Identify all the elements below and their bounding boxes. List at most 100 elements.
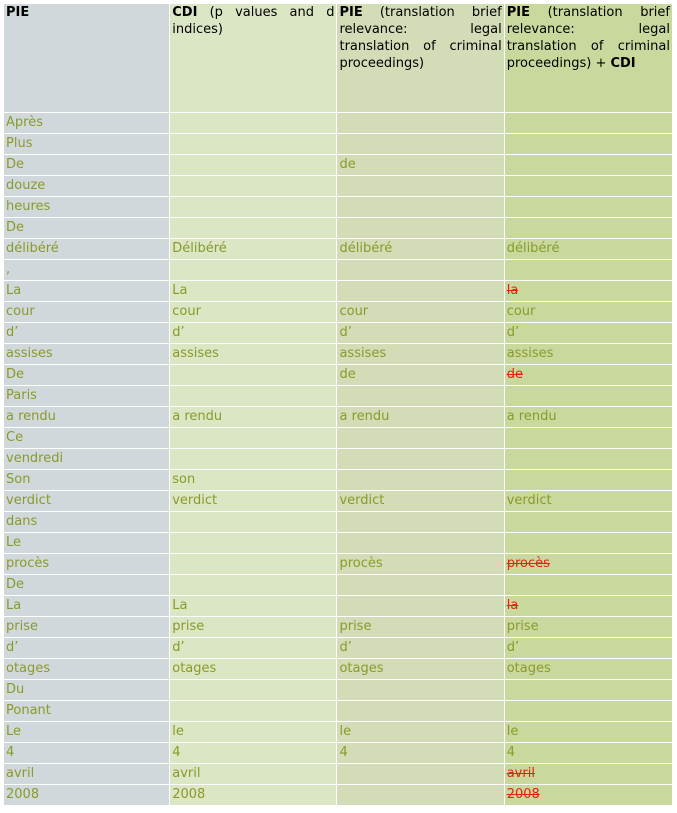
cell-pie-brief: assises xyxy=(337,344,504,364)
table-row: dans xyxy=(4,512,672,532)
cell-pie-brief xyxy=(337,218,504,238)
header-pie-brief-cdi-bold2: CDI xyxy=(610,56,636,71)
header-pie-brief-bold: PIE xyxy=(339,5,363,20)
table-row: De de de xyxy=(4,365,672,385)
comparison-table-wrapper: PIE CDI (p values and d indices) PIE (tr… xyxy=(3,3,673,806)
cell-pie-brief-cdi xyxy=(504,218,672,238)
table-row: Paris xyxy=(4,386,672,406)
cell-pie-brief-cdi: 4 xyxy=(504,743,672,763)
cell-pie-brief: d’ xyxy=(337,638,504,658)
cell-pie: La xyxy=(4,596,170,616)
cell-cdi xyxy=(170,554,337,574)
table-row: Ponant xyxy=(4,701,672,721)
cell-pie: De xyxy=(4,365,170,385)
table-row: Plus xyxy=(4,134,672,154)
cell-pie-brief-cdi xyxy=(504,701,672,721)
table-row: d’ d’ d’ d’ xyxy=(4,638,672,658)
cell-pie-brief-cdi: a rendu xyxy=(504,407,672,427)
struck-word: la xyxy=(506,283,519,298)
cell-pie: otages xyxy=(4,659,170,679)
table-row: Le le le le xyxy=(4,722,672,742)
cell-pie: Ce xyxy=(4,428,170,448)
struck-word: procès xyxy=(506,556,550,571)
cell-pie: 2008 xyxy=(4,785,170,805)
cell-pie-brief-cdi: d’ xyxy=(504,638,672,658)
table-row: prise prise prise prise xyxy=(4,617,672,637)
cell-pie-brief: 4 xyxy=(337,743,504,763)
cell-pie-brief-cdi: otages xyxy=(504,659,672,679)
cell-pie: vendredi xyxy=(4,449,170,469)
cell-pie-brief xyxy=(337,428,504,448)
cell-pie-brief-cdi xyxy=(504,533,672,553)
cell-cdi: d’ xyxy=(170,323,337,343)
cell-pie: avril xyxy=(4,764,170,784)
cell-pie: délibéré xyxy=(4,239,170,259)
cell-pie: 4 xyxy=(4,743,170,763)
header-pie-bold: PIE xyxy=(6,5,30,20)
cell-pie-brief-cdi xyxy=(504,575,672,595)
table-row: De xyxy=(4,575,672,595)
cell-pie-brief xyxy=(337,449,504,469)
cell-cdi: 4 xyxy=(170,743,337,763)
cell-pie-brief: otages xyxy=(337,659,504,679)
cell-pie-brief-cdi xyxy=(504,155,672,175)
cell-pie: Son xyxy=(4,470,170,490)
table-row: Après xyxy=(4,113,672,133)
table-row: Ce xyxy=(4,428,672,448)
cell-pie-brief xyxy=(337,596,504,616)
cell-pie-brief xyxy=(337,575,504,595)
cell-pie-brief xyxy=(337,680,504,700)
table-row: verdict verdict verdict verdict xyxy=(4,491,672,511)
cell-pie-brief-cdi: de xyxy=(504,365,672,385)
table-body: Après Plus De de douze heures De délibéré Délibé… xyxy=(4,113,672,805)
cell-pie-brief-cdi xyxy=(504,449,672,469)
cell-cdi: La xyxy=(170,281,337,301)
cell-pie: verdict xyxy=(4,491,170,511)
cell-pie-brief-cdi xyxy=(504,428,672,448)
cell-cdi: le xyxy=(170,722,337,742)
header-cdi-rest: (p values and d indices) xyxy=(172,5,335,37)
table-row: procès procès procès xyxy=(4,554,672,574)
header-cdi-bold: CDI xyxy=(172,5,198,20)
cell-cdi xyxy=(170,155,337,175)
cell-pie: Plus xyxy=(4,134,170,154)
cell-pie-brief-cdi xyxy=(504,512,672,532)
table-row: De de xyxy=(4,155,672,175)
cell-pie: assises xyxy=(4,344,170,364)
cell-pie: De xyxy=(4,155,170,175)
cell-cdi: avril xyxy=(170,764,337,784)
cell-pie-brief: procès xyxy=(337,554,504,574)
cell-cdi xyxy=(170,197,337,217)
table-row: La La la xyxy=(4,281,672,301)
cell-pie-brief-cdi xyxy=(504,134,672,154)
table-row: vendredi xyxy=(4,449,672,469)
cell-pie-brief xyxy=(337,113,504,133)
cell-pie-brief-cdi: 2008 xyxy=(504,785,672,805)
cell-pie-brief-cdi xyxy=(504,386,672,406)
cell-pie-brief: de xyxy=(337,155,504,175)
cell-pie-brief xyxy=(337,134,504,154)
cell-pie-brief: cour xyxy=(337,302,504,322)
table-row: heures xyxy=(4,197,672,217)
cell-cdi: La xyxy=(170,596,337,616)
cell-cdi xyxy=(170,176,337,196)
cell-pie: Après xyxy=(4,113,170,133)
table-row: otages otages otages otages xyxy=(4,659,672,679)
cell-pie-brief: délibéré xyxy=(337,239,504,259)
cell-cdi xyxy=(170,134,337,154)
cell-pie-brief: prise xyxy=(337,617,504,637)
cell-pie-brief xyxy=(337,785,504,805)
cell-cdi xyxy=(170,680,337,700)
cell-cdi xyxy=(170,512,337,532)
cell-pie: Le xyxy=(4,533,170,553)
cell-pie-brief xyxy=(337,533,504,553)
cell-cdi xyxy=(170,575,337,595)
cell-cdi: verdict xyxy=(170,491,337,511)
cell-pie-brief-cdi xyxy=(504,197,672,217)
cell-cdi: otages xyxy=(170,659,337,679)
cell-cdi: assises xyxy=(170,344,337,364)
header-pie-brief: PIE (translation brief relevance: legal … xyxy=(337,4,504,112)
cell-cdi xyxy=(170,113,337,133)
cell-pie-brief: de xyxy=(337,365,504,385)
